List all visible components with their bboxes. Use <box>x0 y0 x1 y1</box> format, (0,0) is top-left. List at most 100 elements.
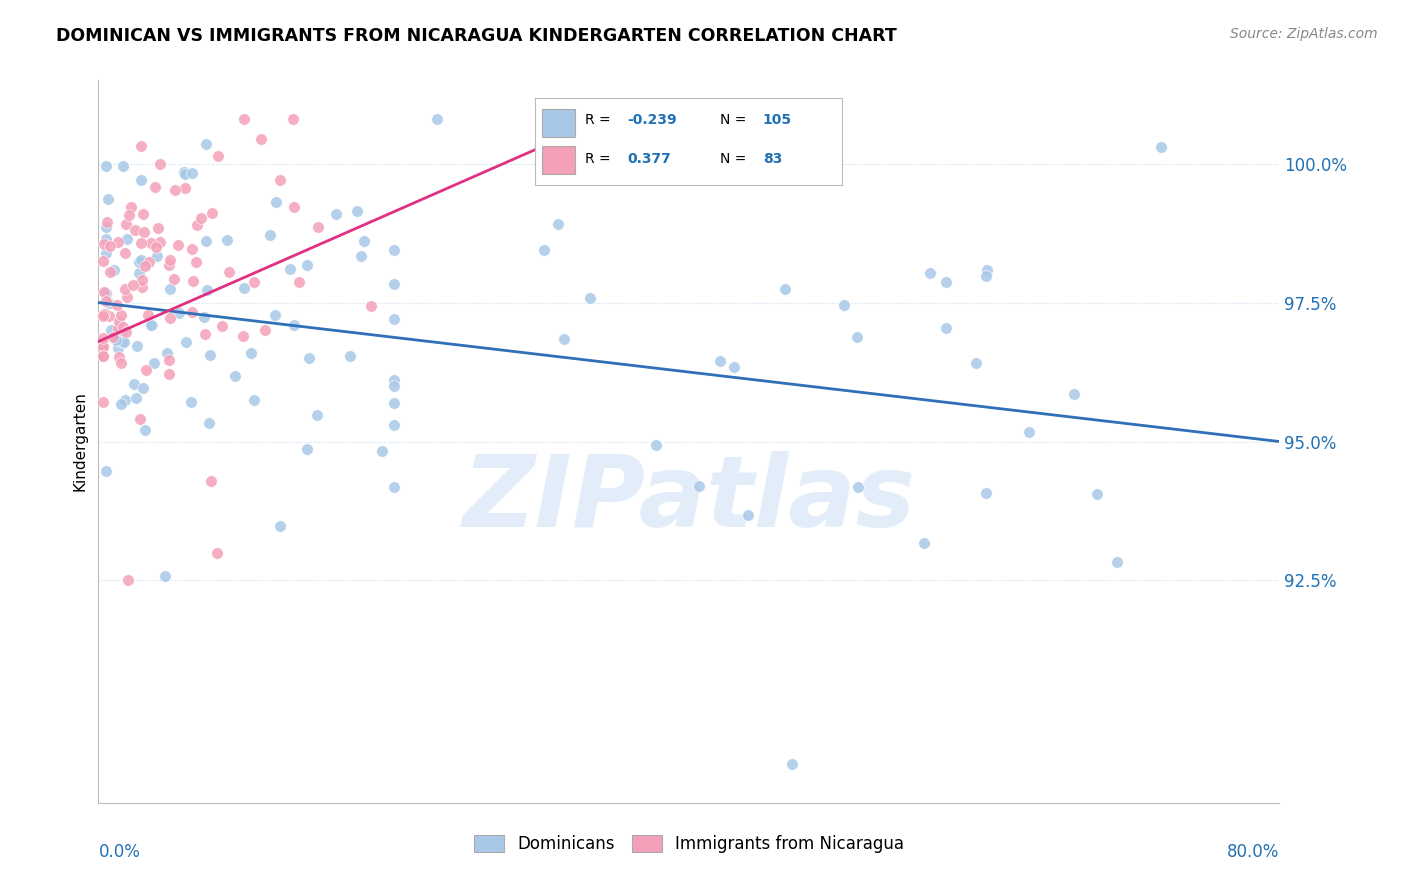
Point <box>129 173 152 187</box>
Point <box>1087 487 1109 501</box>
Point <box>138 254 160 268</box>
Point <box>105 326 128 341</box>
Point <box>181 274 204 288</box>
Text: ZIPatlas: ZIPatlas <box>463 450 915 548</box>
Point <box>283 318 305 332</box>
Point <box>845 330 868 344</box>
Point <box>111 320 134 334</box>
Point <box>139 318 162 332</box>
Point <box>91 340 114 354</box>
Point <box>201 205 224 219</box>
Point <box>180 395 202 409</box>
Point <box>307 219 329 234</box>
Point <box>107 235 129 249</box>
Point <box>134 423 156 437</box>
Point <box>269 519 291 533</box>
Point <box>211 319 233 334</box>
Point <box>974 486 997 500</box>
Point <box>142 355 165 369</box>
Point <box>240 346 263 360</box>
Point <box>143 180 166 194</box>
Point <box>1105 555 1128 569</box>
Point <box>131 273 153 287</box>
Point <box>159 252 181 267</box>
Point <box>295 442 318 456</box>
Point <box>98 265 121 279</box>
Point <box>1150 140 1173 154</box>
Point <box>98 239 121 253</box>
Y-axis label: Kindergarten: Kindergarten <box>72 392 87 491</box>
Point <box>167 237 190 252</box>
Point <box>145 239 167 253</box>
Point <box>108 314 131 328</box>
Point <box>121 277 143 292</box>
Point <box>180 166 202 180</box>
Point <box>181 242 204 256</box>
Point <box>94 246 117 260</box>
Point <box>263 309 285 323</box>
Point <box>709 353 731 368</box>
Point <box>920 266 942 280</box>
Point <box>93 236 115 251</box>
Point <box>346 204 368 219</box>
Point <box>131 235 153 250</box>
Point <box>232 112 254 127</box>
Point <box>96 294 118 309</box>
Point <box>350 249 373 263</box>
Point <box>159 283 181 297</box>
Point <box>382 277 405 292</box>
Point <box>157 352 180 367</box>
Legend: Dominicans, Immigrants from Nicaragua: Dominicans, Immigrants from Nicaragua <box>467 828 911 860</box>
Point <box>198 416 221 430</box>
Point <box>122 377 145 392</box>
Point <box>156 345 179 359</box>
Point <box>533 243 555 257</box>
Point <box>128 266 150 280</box>
Point <box>91 395 114 409</box>
Point <box>94 464 117 478</box>
Point <box>141 318 163 333</box>
Point <box>127 339 149 353</box>
Point <box>93 285 115 299</box>
Point <box>108 351 131 365</box>
Point <box>360 299 382 313</box>
Point <box>131 280 153 294</box>
Point <box>264 195 287 210</box>
Point <box>107 319 129 334</box>
Point <box>935 276 957 290</box>
Point <box>1018 425 1040 439</box>
Point <box>128 255 150 269</box>
Point <box>103 263 125 277</box>
Point <box>115 231 138 245</box>
Point <box>115 290 138 304</box>
Point <box>132 207 155 221</box>
Point <box>186 218 208 232</box>
Point <box>114 392 136 407</box>
Text: 0.0%: 0.0% <box>98 843 141 861</box>
Point <box>553 332 575 346</box>
Point <box>134 225 156 239</box>
Point <box>382 396 405 410</box>
Text: 80.0%: 80.0% <box>1227 843 1279 861</box>
Point <box>976 263 998 277</box>
Point <box>93 307 115 321</box>
Point <box>131 381 153 395</box>
Point <box>101 330 124 344</box>
Point <box>174 334 197 349</box>
Point <box>128 412 150 426</box>
Point <box>129 139 152 153</box>
Point <box>157 259 180 273</box>
Point <box>547 217 569 231</box>
Point <box>200 474 222 488</box>
Point <box>190 211 212 226</box>
Point <box>935 321 957 335</box>
Point <box>773 282 796 296</box>
Point <box>737 508 759 523</box>
Point <box>125 392 148 406</box>
Point <box>198 348 221 362</box>
Point <box>371 443 394 458</box>
Point <box>145 249 167 263</box>
Point <box>159 311 181 326</box>
Point <box>134 260 156 274</box>
Point <box>114 218 136 232</box>
